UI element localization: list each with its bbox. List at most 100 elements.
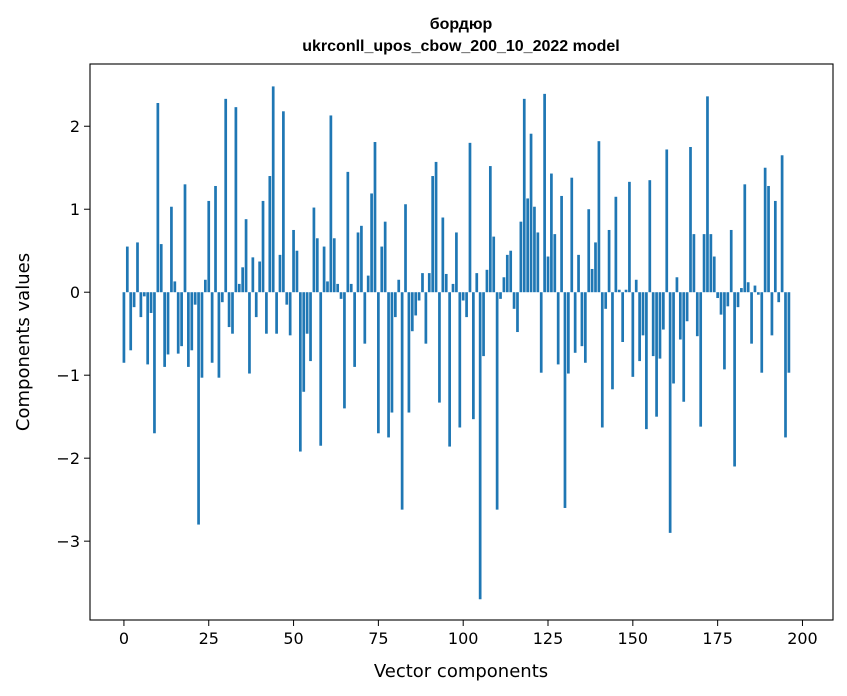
bar-35 — [241, 267, 245, 293]
bar-179 — [729, 229, 733, 293]
bar-139 — [594, 242, 597, 293]
bar-85 — [410, 292, 414, 332]
bar-87 — [417, 292, 421, 301]
bar-191 — [770, 292, 774, 336]
bar-137 — [587, 209, 591, 293]
bar-122 — [536, 232, 540, 293]
bar-51 — [295, 250, 299, 293]
bar-103 — [472, 292, 475, 420]
bar-190 — [767, 185, 770, 293]
bar-110 — [495, 292, 499, 510]
bar-14 — [170, 206, 173, 293]
chart-title-line-2: ukrconll_upos_cbow_200_10_2022 model — [302, 38, 619, 55]
bar-84 — [407, 292, 411, 413]
bar-31 — [227, 292, 231, 328]
y-tick-label: 2 — [70, 117, 80, 136]
bar-101 — [465, 292, 468, 318]
bar-83 — [404, 204, 407, 293]
bar-55 — [309, 292, 312, 362]
y-tick-label: −1 — [56, 366, 80, 385]
bar-125 — [546, 256, 550, 293]
bar-36 — [244, 219, 248, 293]
bar-56 — [312, 207, 316, 293]
bar-195 — [784, 292, 787, 438]
bar-165 — [682, 292, 686, 402]
bar-81 — [397, 279, 401, 293]
bar-1 — [125, 246, 129, 293]
bar-176 — [719, 292, 723, 315]
bar-140 — [597, 141, 601, 293]
bar-196 — [787, 292, 791, 373]
bar-112 — [502, 277, 506, 293]
bar-15 — [173, 281, 177, 293]
bar-136 — [583, 292, 587, 363]
bar-72 — [366, 275, 370, 293]
bar-57 — [315, 238, 319, 293]
bar-161 — [668, 292, 672, 533]
bar-10 — [156, 103, 160, 293]
bar-143 — [607, 229, 611, 293]
bar-21 — [193, 292, 197, 305]
bar-39 — [254, 292, 258, 318]
bar-0 — [122, 292, 126, 363]
bar-106 — [482, 292, 485, 357]
bar-73 — [370, 193, 373, 293]
bar-8 — [149, 292, 153, 313]
x-tick-label: 100 — [448, 629, 479, 648]
bar-124 — [543, 93, 546, 293]
plot-frame — [89, 63, 834, 621]
bar-76 — [380, 246, 384, 293]
bar-23 — [200, 292, 204, 378]
bar-142 — [604, 292, 608, 309]
bar-6 — [142, 292, 146, 297]
bar-75 — [377, 292, 380, 434]
bar-129 — [560, 195, 563, 293]
x-axis-label: Vector components — [374, 661, 548, 682]
bar-25 — [207, 200, 211, 293]
bar-91 — [431, 176, 435, 293]
bar-117 — [519, 221, 523, 293]
bar-157 — [655, 292, 658, 417]
bar-95 — [444, 273, 448, 293]
bar-79 — [390, 292, 394, 413]
bar-115 — [512, 292, 516, 309]
bar-149 — [628, 181, 631, 293]
bar-105 — [478, 292, 482, 600]
bar-67 — [349, 283, 353, 293]
bar-33 — [234, 107, 238, 293]
bar-184 — [746, 282, 750, 293]
bar-100 — [461, 292, 465, 301]
bar-45 — [275, 292, 278, 334]
bar-32 — [231, 292, 234, 334]
bar-174 — [712, 256, 716, 293]
bar-150 — [631, 292, 635, 377]
bar-182 — [740, 288, 743, 293]
bar-16 — [176, 292, 180, 354]
bar-113 — [505, 254, 509, 293]
bar-68 — [353, 292, 356, 367]
x-tick-label: 75 — [368, 629, 388, 648]
bar-146 — [617, 289, 621, 293]
x-tick-label: 25 — [199, 629, 219, 648]
bar-46 — [278, 254, 282, 293]
bar-4 — [136, 242, 139, 293]
bar-178 — [726, 292, 730, 307]
bar-50 — [292, 229, 295, 293]
y-tick-label: 1 — [70, 200, 80, 219]
bar-58 — [319, 292, 323, 446]
y-tick-label: −3 — [56, 532, 80, 551]
bar-108 — [488, 166, 492, 293]
bar-28 — [217, 292, 221, 378]
bar-164 — [678, 292, 682, 340]
x-tick-label: 125 — [533, 629, 564, 648]
bar-193 — [777, 292, 781, 303]
bar-40 — [258, 261, 261, 293]
bar-118 — [522, 98, 526, 293]
bar-135 — [580, 292, 584, 347]
bar-96 — [448, 292, 451, 447]
bar-3 — [132, 292, 136, 308]
bar-27 — [214, 185, 217, 293]
bars-group — [122, 86, 791, 600]
bar-20 — [190, 292, 194, 351]
